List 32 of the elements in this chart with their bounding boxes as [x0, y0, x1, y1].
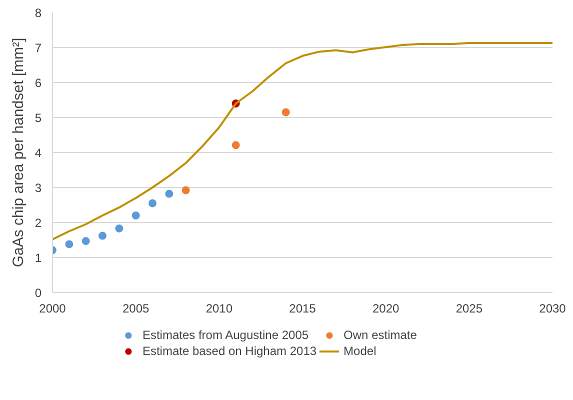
- point: [148, 199, 156, 208]
- y-tick-label: 2: [34, 216, 42, 230]
- y-tick-label: 6: [34, 76, 42, 90]
- y-tick-label: 8: [34, 6, 42, 20]
- x-tick-label: 2010: [206, 302, 233, 316]
- legend-label: Estimate based on Higham 2013: [142, 344, 317, 358]
- y-axis-title: GaAs chip area per handset [mm²]: [10, 38, 27, 268]
- point: [82, 237, 90, 246]
- x-tick-label: 2020: [372, 302, 400, 316]
- point: [65, 240, 74, 248]
- y-tick-label: 5: [34, 111, 42, 125]
- point: [98, 232, 106, 240]
- y-tick-label: 1: [34, 251, 42, 265]
- point: [232, 141, 240, 150]
- legend-label: Own estimate: [344, 328, 418, 342]
- y-tick-label: 4: [34, 146, 42, 160]
- x-tick-label: 2025: [456, 302, 483, 316]
- legend-label: Estimates from Augustine 2005: [142, 328, 309, 342]
- x-tick-label: 2005: [122, 302, 150, 316]
- x-tick-label: 2000: [39, 302, 66, 316]
- point: [182, 186, 190, 194]
- x-tick-label: 2030: [539, 302, 566, 316]
- y-tick-label: 7: [34, 41, 42, 55]
- line-series: [52, 42, 552, 240]
- x-tick-label: 2015: [289, 302, 316, 316]
- point: [132, 212, 140, 220]
- point: [165, 190, 174, 198]
- y-tick-label: 0: [34, 286, 42, 300]
- legend-label: Model: [344, 344, 378, 358]
- y-tick-label: 3: [34, 181, 42, 195]
- point: [115, 224, 124, 232]
- point: [282, 108, 290, 116]
